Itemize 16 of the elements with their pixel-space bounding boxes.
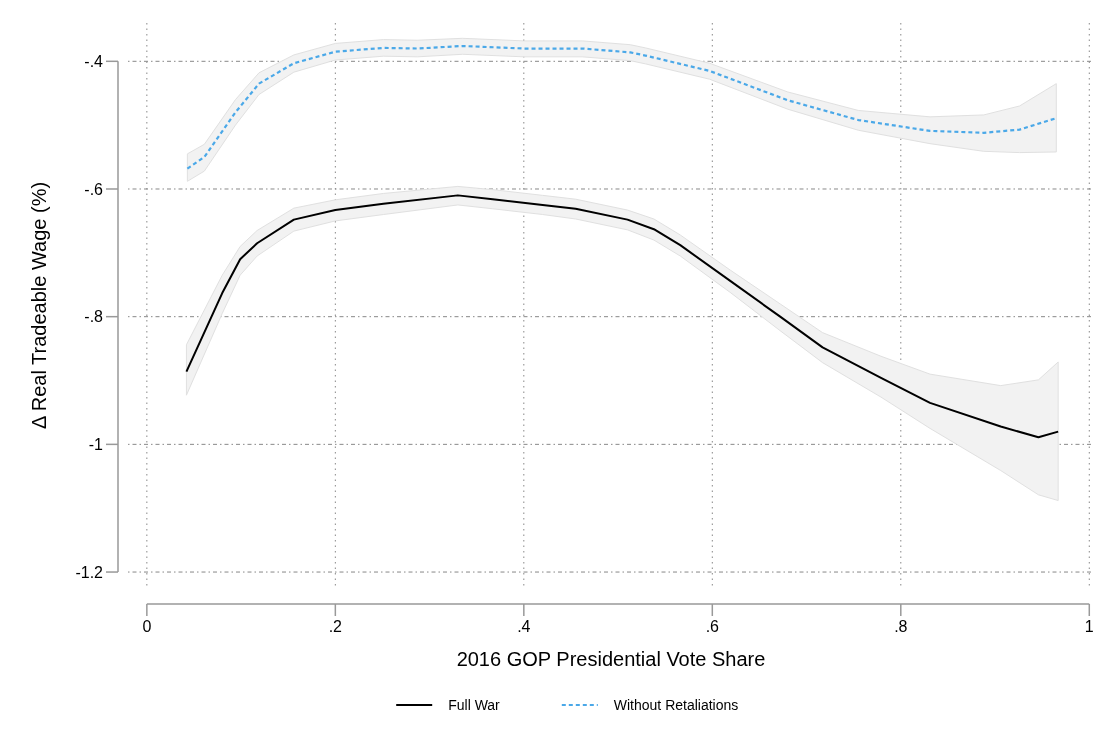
y-tick-label: -.4: [84, 52, 104, 70]
line-series: [185, 194, 1060, 439]
x-tick-label: 0: [142, 618, 152, 635]
x-axis-title: 2016 GOP Presidential Vote Share: [456, 648, 766, 670]
legend-label: Full War: [448, 696, 501, 713]
x-tick-label: .2: [328, 618, 343, 635]
x-tick-label: .6: [705, 618, 720, 635]
y-tick-label: -.6: [84, 180, 104, 198]
legend-label: Without Retaliations: [613, 696, 739, 713]
x-tick-label: 1: [1084, 618, 1094, 635]
y-tick-label: -1.2: [75, 563, 104, 581]
x-tick-label: .8: [894, 618, 908, 635]
y-axis-title: Δ Real Tradeable Wage (%): [28, 181, 50, 430]
y-tick-label: -.8: [84, 308, 104, 326]
y-tick-label: -1: [88, 435, 104, 453]
x-tick-label: .4: [517, 618, 531, 635]
